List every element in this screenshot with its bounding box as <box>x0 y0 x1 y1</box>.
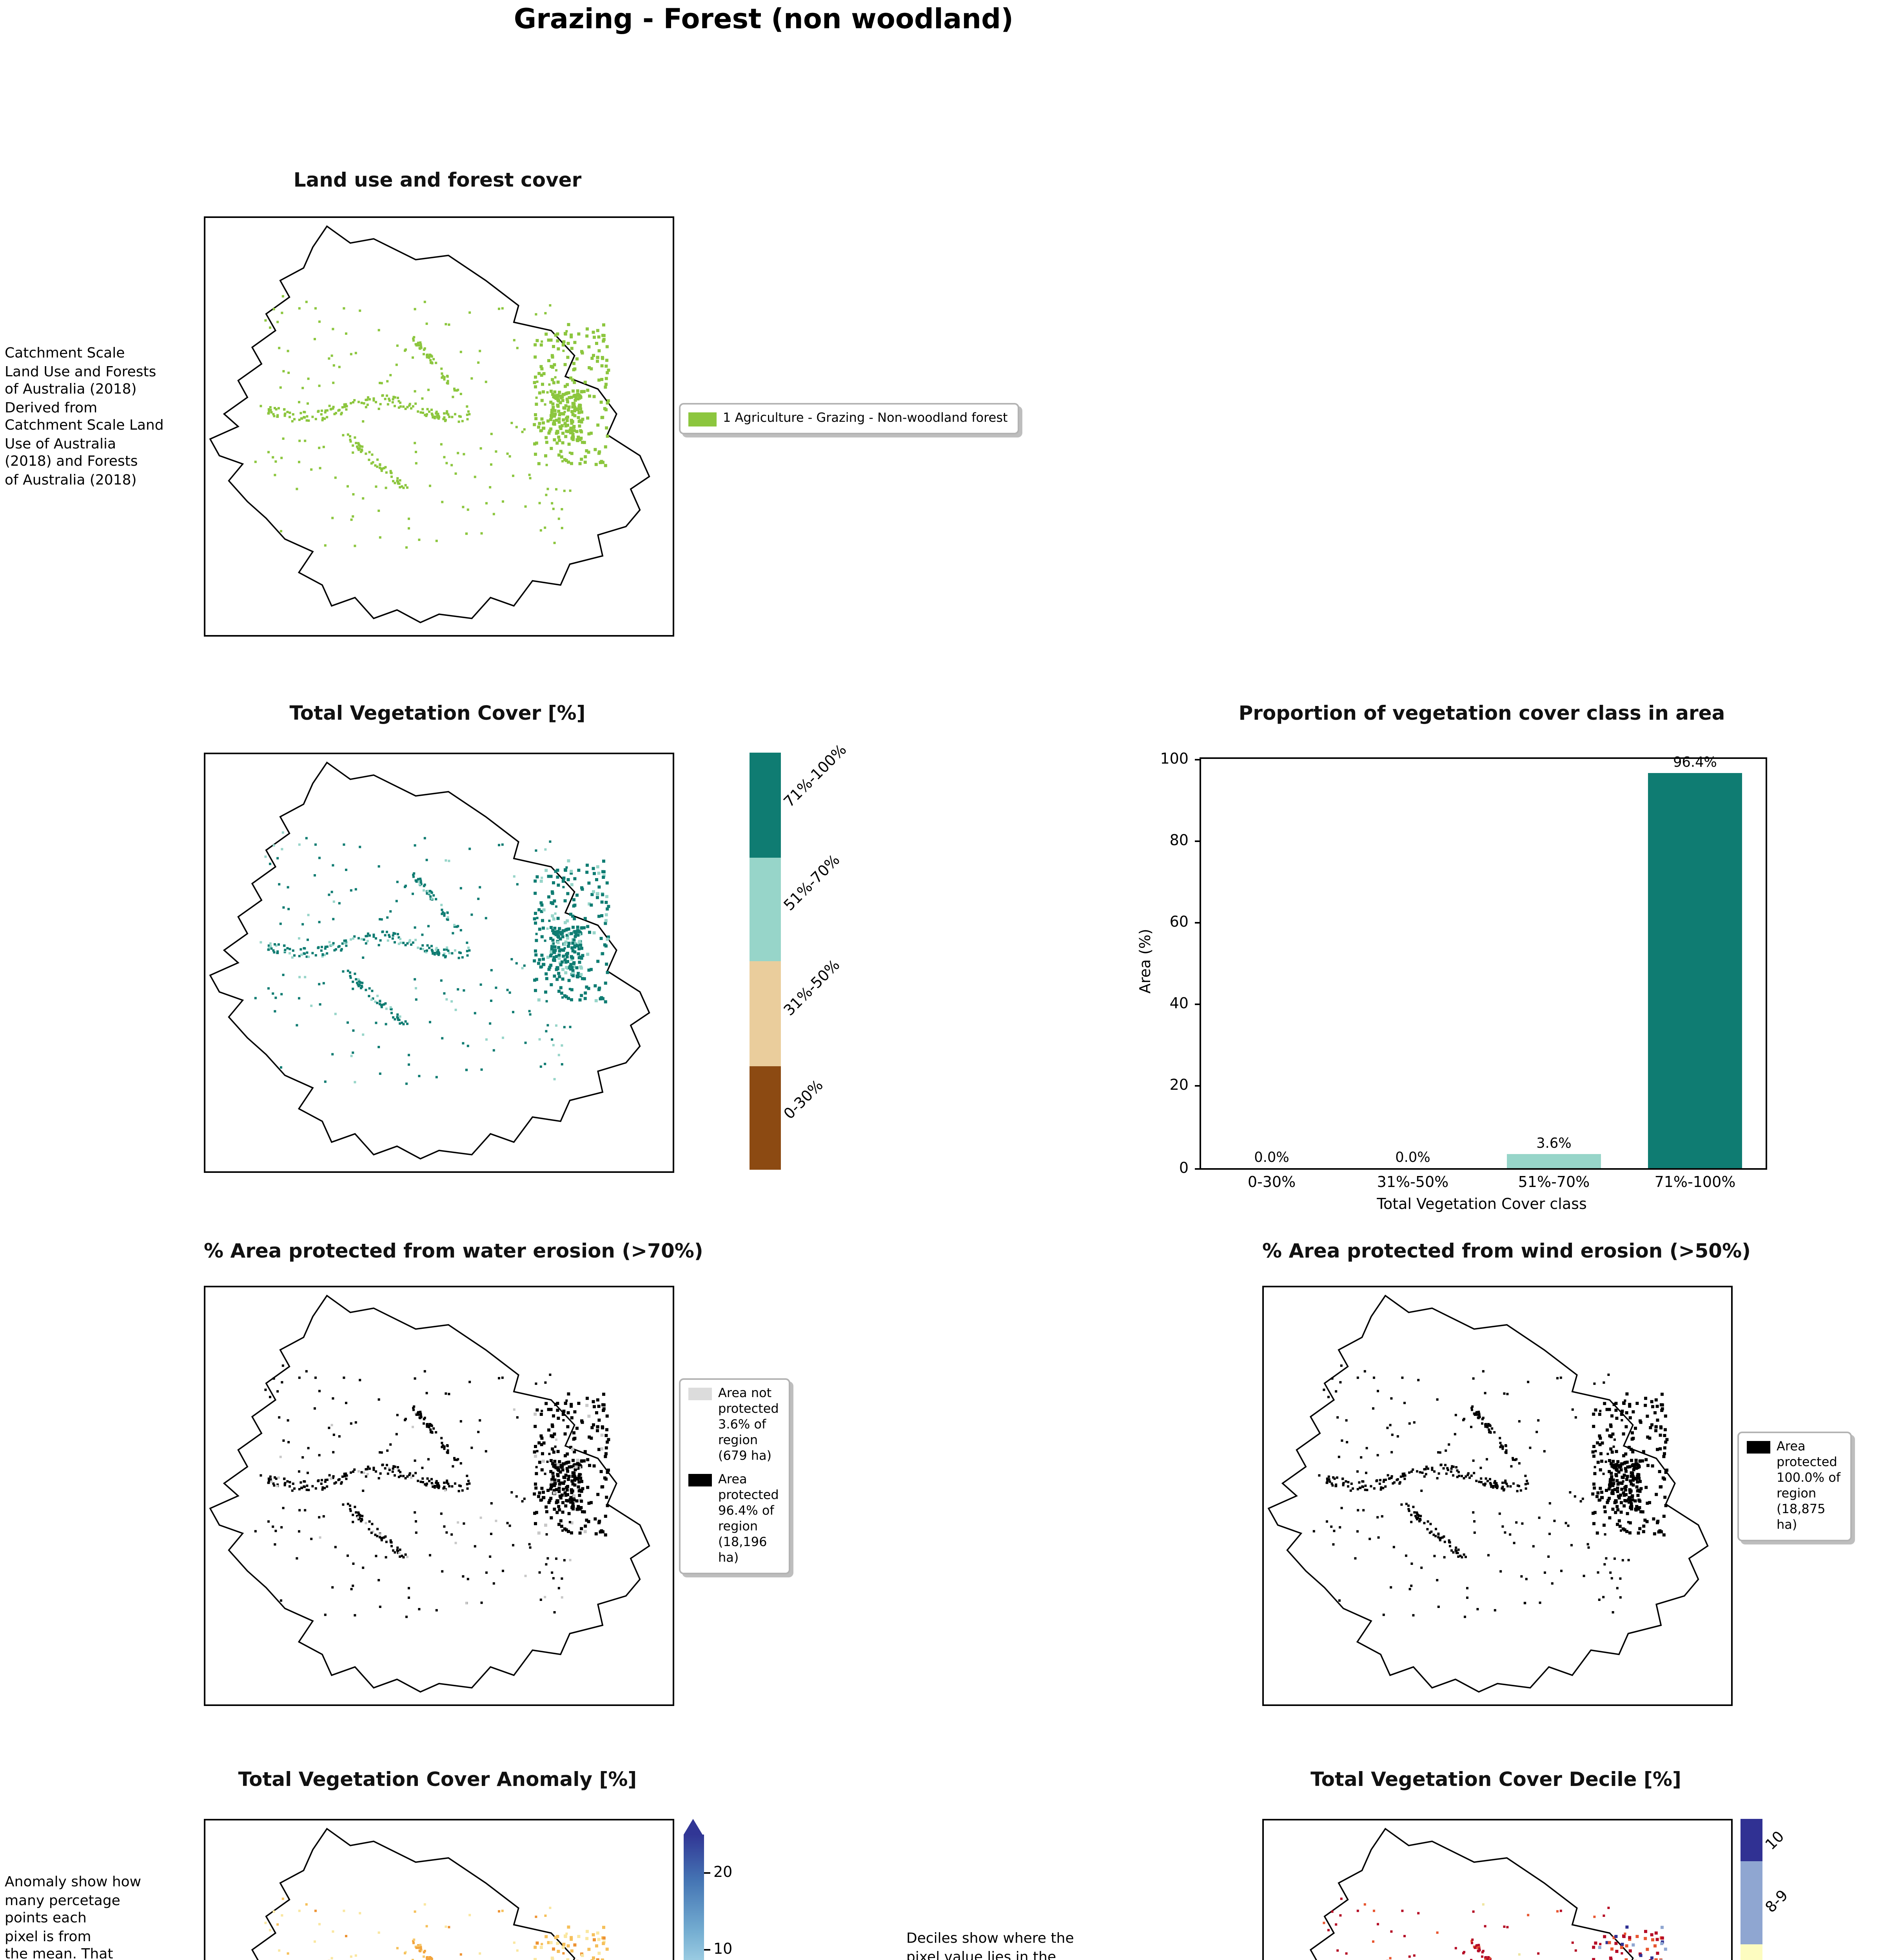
y-tick-label: 80 <box>1169 832 1189 849</box>
tvc-colorbar-label: 71%-100% <box>781 741 851 811</box>
tvc-colorbar-segment <box>750 753 781 857</box>
proportion-bar-chart: 0 20 40 60 80 100 0.0% 0-30% 0.0% 31%-50% 3.6% 51%-… <box>1160 750 1767 1192</box>
decile-colorbar-segment <box>1741 1860 1762 1944</box>
bar-value-label: 0.0% <box>1395 1151 1430 1167</box>
anomaly-colorbar-tick-label: 10 <box>713 1942 733 1959</box>
y-tick-label: 100 <box>1160 750 1189 768</box>
anomaly-map <box>204 1819 674 1960</box>
x-tick-label: 71%-100% <box>1654 1174 1736 1192</box>
tvc-title: Total Vegetation Cover [%] <box>289 701 586 724</box>
water-legend-label-protected: Area protected 96.4% of region (18,196 h… <box>718 1472 779 1565</box>
tvc-colorbar-segment <box>750 1065 781 1170</box>
tvc-colorbar-label: 51%-70% <box>781 852 844 916</box>
landuse-map <box>204 216 674 637</box>
water-erosion-map <box>204 1286 674 1706</box>
water-legend-label-not-protected: Area not protected 3.6% of region (679 h… <box>718 1386 779 1463</box>
anomaly-colorbar: 20100−10−20 <box>684 1819 732 1960</box>
water-erosion-title: % Area protected from water erosion (>70… <box>204 1239 703 1262</box>
bar-value-label: 3.6% <box>1536 1136 1572 1152</box>
proportion-title: Proportion of vegetation cover class in … <box>1238 701 1725 724</box>
decile-colorbar-segment <box>1741 1819 1762 1861</box>
wind-legend-label-protected: Area protected 100.0% of region (18,875 … <box>1777 1439 1841 1532</box>
wind-erosion-legend: Area protected 100.0% of region (18,875 … <box>1737 1432 1852 1541</box>
bar-value-label: 96.4% <box>1673 756 1717 772</box>
decile-colorbar: 108-94-72-31 <box>1741 1819 1792 1960</box>
water-erosion-legend: Area not protected 3.6% of region (679 h… <box>679 1378 790 1574</box>
landuse-legend-label: 1 Agriculture - Grazing - Non-woodland f… <box>723 411 1008 425</box>
wind-erosion-title: % Area protected from wind erosion (>50%… <box>1262 1239 1751 1262</box>
y-tick-label: 60 <box>1169 914 1189 931</box>
y-tick-label: 20 <box>1169 1078 1189 1095</box>
landuse-title: Land use and forest cover <box>293 168 582 191</box>
x-tick-label: 31%-50% <box>1377 1174 1449 1192</box>
y-tick-label: 40 <box>1169 996 1189 1013</box>
bar-value-label: 0.0% <box>1254 1151 1289 1167</box>
decile-title: Total Vegetation Cover Decile [%] <box>1310 1767 1681 1791</box>
wind-legend-swatch-protected <box>1747 1441 1770 1454</box>
decile-caption: Deciles show where the pixel value lies … <box>906 1932 1074 1960</box>
proportion-xlabel: Total Vegetation Cover class <box>1377 1196 1587 1214</box>
tvc-map <box>204 753 674 1173</box>
water-legend-swatch-protected <box>688 1474 712 1486</box>
bar-51%-70% <box>1507 1153 1601 1168</box>
tvc-colorbar-label: 0-30% <box>781 1078 828 1124</box>
landuse-legend: 1 Agriculture - Grazing - Non-woodland f… <box>679 403 1019 434</box>
x-tick-label: 0-30% <box>1247 1174 1296 1192</box>
decile-map <box>1262 1819 1733 1960</box>
decile-colorbar-label: 8-9 <box>1762 1887 1792 1917</box>
wind-erosion-map <box>1262 1286 1733 1706</box>
anomaly-title: Total Vegetation Cover Anomaly [%] <box>238 1767 637 1791</box>
bar-71%-100% <box>1648 773 1742 1168</box>
tvc-colorbar-segment <box>750 961 781 1065</box>
tvc-colorbar: 71%-100% 51%-70% 31%-50% 0-30% <box>750 742 851 1170</box>
decile-colorbar-label: 10 <box>1762 1829 1788 1855</box>
x-tick-label: 51%-70% <box>1518 1174 1590 1192</box>
water-legend-swatch-not-protected <box>688 1388 712 1400</box>
anomaly-caption: Anomaly show how many percetage points e… <box>5 1875 142 1960</box>
anomaly-colorbar-tick-label: 20 <box>713 1864 733 1882</box>
landuse-legend-swatch <box>688 412 717 426</box>
y-tick-label: 0 <box>1179 1160 1189 1177</box>
tvc-colorbar-label: 31%-50% <box>781 956 844 1020</box>
decile-colorbar-segment <box>1741 1944 1762 1960</box>
proportion-ylabel: Area (%) <box>1138 929 1155 994</box>
anomaly-colorbar-gradient <box>684 1835 704 1960</box>
landuse-caption: Catchment Scale Land Use and Forests of … <box>5 347 164 489</box>
page-title: Grazing - Forest (non woodland) <box>514 5 1014 36</box>
tvc-colorbar-segment <box>750 857 781 961</box>
